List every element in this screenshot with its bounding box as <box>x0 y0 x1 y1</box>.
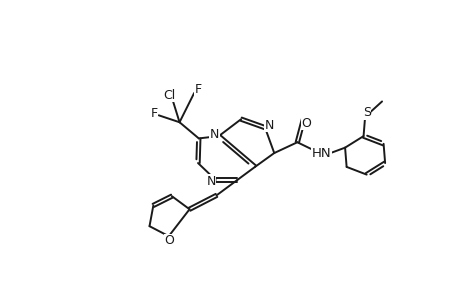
Text: O: O <box>164 234 174 247</box>
Text: HN: HN <box>311 147 330 160</box>
Text: N: N <box>209 128 218 141</box>
Text: N: N <box>264 119 274 132</box>
Text: F: F <box>150 107 157 120</box>
Text: N: N <box>206 175 215 188</box>
Text: O: O <box>301 116 311 130</box>
Text: Cl: Cl <box>163 89 175 102</box>
Text: F: F <box>194 83 201 96</box>
Text: S: S <box>362 106 370 119</box>
